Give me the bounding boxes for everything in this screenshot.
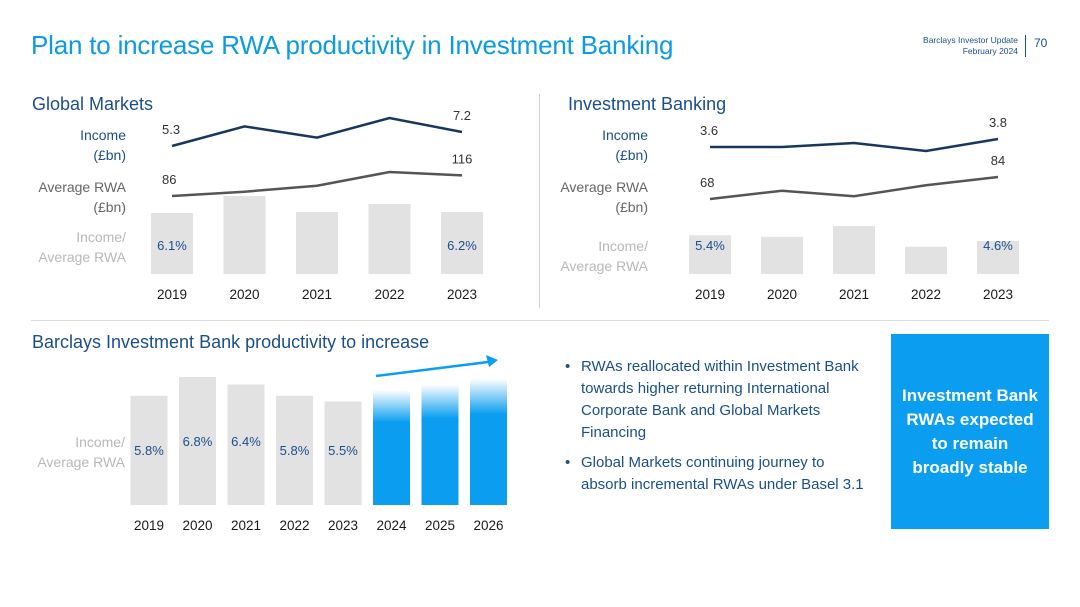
bullet-item: • RWAs reallocated within Investment Bank… xyxy=(565,358,859,441)
document-date: February 2024 xyxy=(962,46,1018,56)
rwa-line xyxy=(171,170,463,198)
ratio-bar xyxy=(368,204,411,274)
document-info: Barclays Investor Update February 2024 xyxy=(923,35,1018,57)
x-tick-label: 2024 xyxy=(376,518,407,533)
callout-box: Investment Bank RWAs expected to remain … xyxy=(891,334,1049,529)
investment-banking-chart: 5.4% 4.6% 3.6 3.8 68 84 2019 2020 2021 2022 2023 xyxy=(689,115,1019,302)
bib-ratio-label: Income/Average RWA xyxy=(37,434,125,470)
ratio-bar xyxy=(179,377,216,505)
trend-arrow-head xyxy=(486,355,498,367)
investment-banking-title: Investment Banking xyxy=(568,94,727,114)
global-markets-title: Global Markets xyxy=(32,94,154,114)
page-number: 70 xyxy=(1034,36,1048,50)
ratio-bar xyxy=(276,395,313,505)
rwa-line-label: 116 xyxy=(452,151,473,166)
callout-text: Investment Bank RWAs expected to remain … xyxy=(901,385,1039,477)
x-tick-label: 2022 xyxy=(911,287,941,302)
x-tick-label: 2023 xyxy=(447,287,477,302)
x-tick-label: 2020 xyxy=(229,287,259,302)
ratio-bar xyxy=(833,226,875,274)
ratio-bar-label: 6.4% xyxy=(231,434,261,449)
x-tick-label: 2019 xyxy=(157,287,187,302)
x-tick-label: 2019 xyxy=(134,518,164,533)
ratio-bar-label: 5.4% xyxy=(695,238,725,253)
x-tick-label: 2021 xyxy=(231,518,261,533)
ratio-bar-label: 4.6% xyxy=(983,238,1013,253)
x-tick-label: 2021 xyxy=(839,287,869,302)
ratio-bar-label: 6.1% xyxy=(157,238,187,253)
income-line xyxy=(171,116,463,148)
x-tick-label: 2022 xyxy=(279,518,309,533)
x-tick-label: 2026 xyxy=(473,518,503,533)
ratio-bar xyxy=(227,384,265,505)
gm-income-label: Income (£bn) xyxy=(80,127,126,163)
x-tick-label: 2020 xyxy=(767,287,797,302)
gm-ratio-label: Income/Average RWA xyxy=(38,229,126,265)
trend-arrow-line xyxy=(375,360,489,378)
ib-income-label: Income (£bn) xyxy=(602,127,648,163)
bib-productivity-title: Barclays Investment Bank productivity to… xyxy=(32,332,430,352)
income-line-label: 3.6 xyxy=(700,123,718,138)
rwa-line-label: 86 xyxy=(162,172,176,187)
income-line-label: 5.3 xyxy=(162,122,180,137)
ib-rwa-label: Average RWA (£bn) xyxy=(560,179,648,215)
ratio-bar xyxy=(130,395,168,505)
ratio-bar xyxy=(977,241,1019,274)
x-tick-label: 2022 xyxy=(374,287,404,302)
ratio-bar-label: 6.8% xyxy=(183,434,213,449)
ratio-bar xyxy=(441,212,483,274)
rwa-line xyxy=(709,175,999,201)
bullet-list: • RWAs reallocated within Investment Bank… xyxy=(565,356,865,504)
gm-rwa-label: Average RWA (£bn) xyxy=(38,179,126,215)
ratio-bar xyxy=(761,236,803,274)
ratio-bar-label: 5.5% xyxy=(328,443,358,458)
projected-bar xyxy=(421,384,459,505)
bib-productivity-chart: 5.8% 2019 6.8% 2020 6.4% 2021 5.8% 2022 5.5% 2023… xyxy=(130,355,507,533)
ib-ratio-label: Income/Average RWA xyxy=(560,238,648,274)
rwa-line-label: 84 xyxy=(991,153,1005,168)
global-markets-chart: 6.1% 6.2% 5.3 7.2 86 116 2019 2020 2021 2022 2023 xyxy=(151,108,483,302)
horizontal-divider xyxy=(31,320,1049,321)
ratio-bar xyxy=(324,401,362,505)
ratio-bar xyxy=(905,246,947,274)
income-line-label: 3.8 xyxy=(989,115,1007,130)
vertical-divider xyxy=(539,94,540,308)
x-tick-label: 2019 xyxy=(695,287,725,302)
x-tick-label: 2025 xyxy=(425,518,455,533)
projected-bar xyxy=(373,390,410,505)
x-tick-label: 2021 xyxy=(302,287,332,302)
ratio-bar xyxy=(296,212,338,274)
projected-bar xyxy=(470,378,507,505)
x-tick-label: 2023 xyxy=(983,287,1013,302)
rwa-line-label: 68 xyxy=(700,175,714,190)
ratio-bar xyxy=(151,213,193,274)
header-separator xyxy=(1025,35,1026,57)
document-name: Barclays Investor Update xyxy=(923,35,1018,45)
ratio-bar-label: 5.8% xyxy=(280,443,310,458)
ratio-bar-label: 5.8% xyxy=(134,443,164,458)
income-line xyxy=(710,137,999,153)
x-tick-label: 2023 xyxy=(328,518,358,533)
page-title: Plan to increase RWA productivity in Inv… xyxy=(31,30,674,60)
ratio-bar xyxy=(689,235,731,274)
ratio-bar xyxy=(223,196,266,274)
income-line-label: 7.2 xyxy=(453,108,471,123)
ratio-bar-label: 6.2% xyxy=(447,238,477,253)
bullet-item: • Global Markets continuing journey to ab… xyxy=(565,454,864,493)
x-tick-label: 2020 xyxy=(182,518,212,533)
